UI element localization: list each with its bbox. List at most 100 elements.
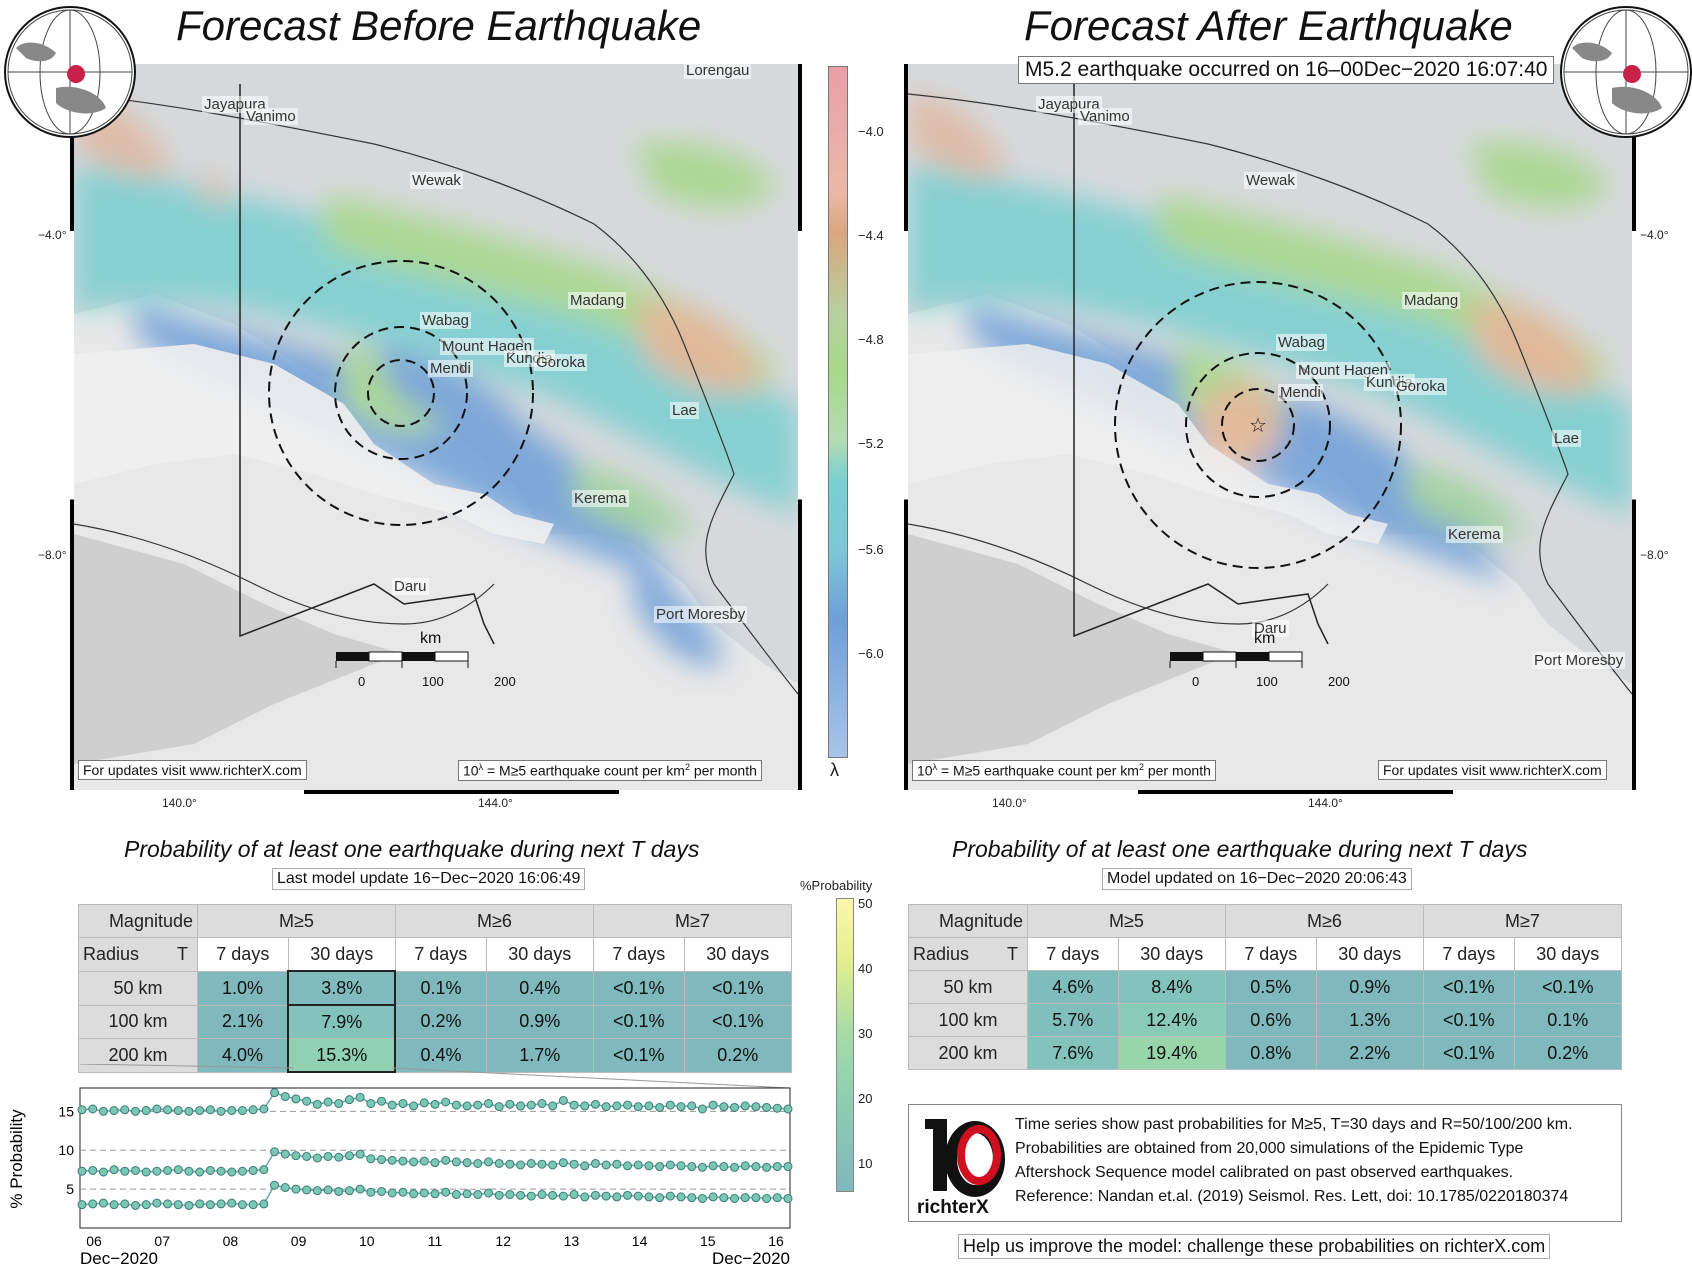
- series-point: [730, 1193, 740, 1203]
- series-point: [483, 1188, 493, 1198]
- richterx-logo-text: richterX: [917, 1197, 989, 1218]
- right-lon-tick-140: 140.0°: [992, 796, 1027, 810]
- table-cell: 1.7%: [485, 1038, 594, 1073]
- series-point: [697, 1193, 707, 1203]
- globe-marker: [67, 65, 85, 83]
- series-point: [612, 1101, 622, 1111]
- series-point: [152, 1104, 162, 1114]
- table-cell: 19.4%: [1117, 1036, 1226, 1070]
- legend-line-1: Time series show past probabilities for …: [1015, 1116, 1573, 1133]
- series-point: [772, 1103, 782, 1113]
- magnitude-header: Magnitude: [78, 904, 198, 938]
- series-point: [676, 1161, 686, 1171]
- place-mendi: Mendi: [428, 360, 473, 377]
- m7-7days-header: 7 days: [592, 937, 685, 972]
- series-point: [184, 1166, 194, 1176]
- series-point: [248, 1105, 258, 1115]
- left-lambda-note: 10λ = M≥5 earthquake count per km2 per m…: [458, 760, 762, 781]
- right-frame-left: [904, 64, 908, 790]
- x-tick-label: 06: [86, 1233, 102, 1249]
- series-point: [120, 1199, 130, 1209]
- series-point: [451, 1190, 461, 1200]
- m5-header: M≥5: [197, 904, 396, 938]
- right-update-note[interactable]: For updates visit www.richterX.com: [1378, 760, 1607, 780]
- scale-unit: km: [1254, 630, 1276, 647]
- legend-line-4: Reference: Nandan et.al. (2019) Seismol.…: [1015, 1188, 1569, 1205]
- right-globe-inset: [1560, 6, 1692, 138]
- probability-timeseries-chart: 5 10 15 06 07 08 09 10 11 12 13 14 15 16 % Probabili…: [7, 1064, 793, 1267]
- x-tick-label: 12: [495, 1233, 511, 1249]
- lambda-tick-56: −5.6: [858, 542, 884, 557]
- footer-challenge-note[interactable]: Help us improve the model: challenge the…: [958, 1234, 1551, 1259]
- place-vanimo: Vanimo: [1078, 108, 1132, 125]
- left-update-note[interactable]: For updates visit www.richterX.com: [78, 760, 307, 780]
- series-point: [558, 1095, 568, 1105]
- series-point: [580, 1192, 590, 1202]
- series-point: [655, 1193, 665, 1203]
- series-point: [163, 1165, 173, 1175]
- table-cell: <0.1%: [592, 1038, 685, 1073]
- m6-7days-header: 7 days: [394, 937, 487, 972]
- m5-30days-header: 30 days: [1117, 937, 1226, 971]
- series-point: [109, 1165, 119, 1175]
- series-point: [130, 1106, 140, 1116]
- left-forecast-map[interactable]: Jayapura Vanimo Wewak Madang Wabag Mount…: [74, 64, 798, 790]
- series-point: [280, 1149, 290, 1159]
- series-point: [730, 1162, 740, 1172]
- series-point: [772, 1162, 782, 1172]
- table-cell: 0.9%: [485, 1004, 594, 1039]
- series-point: [184, 1200, 194, 1210]
- series-point: [419, 1188, 429, 1198]
- left-frame-left: [70, 64, 74, 790]
- x-tick-label: 11: [428, 1233, 443, 1249]
- scale-tick-0: 0: [1192, 674, 1200, 689]
- table-cell: 4.0%: [197, 1038, 289, 1073]
- row-100km: 100 km: [78, 1004, 198, 1039]
- series-point: [687, 1162, 697, 1172]
- series-point: [762, 1162, 772, 1172]
- series-point: [441, 1187, 451, 1197]
- series-point: [612, 1192, 622, 1202]
- series-point: [409, 1157, 419, 1167]
- right-frame-bottom: [904, 790, 1636, 794]
- series-point: [633, 1191, 643, 1201]
- series-point: [163, 1105, 173, 1115]
- m6-7days-header: 7 days: [1224, 937, 1317, 971]
- series-point: [697, 1104, 707, 1114]
- x-tick-label: 07: [154, 1233, 170, 1249]
- richterx-logo: [923, 1113, 1009, 1199]
- left-globe-inset: [4, 6, 136, 138]
- series-point: [623, 1161, 633, 1171]
- place-port-moresby: Port Moresby: [654, 606, 748, 623]
- series-point: [141, 1167, 151, 1177]
- x-tick-label: 13: [564, 1233, 580, 1249]
- table-cell: 0.6%: [1224, 1003, 1317, 1037]
- left-lat-tick-4: −4.0°: [38, 228, 67, 242]
- left-lat-tick-8: −8.0°: [38, 548, 67, 562]
- series-point: [409, 1101, 419, 1111]
- table-cell: 0.2%: [683, 1038, 793, 1073]
- series-point: [537, 1190, 547, 1200]
- series-point: [216, 1199, 226, 1209]
- table-cell: 7.9%: [287, 1004, 397, 1039]
- y-tick-label: 10: [58, 1142, 74, 1158]
- x-tick-label: 14: [632, 1233, 648, 1249]
- row-200km: 200 km: [908, 1036, 1028, 1070]
- left-prob-title: Probability of at least one earthquake d…: [124, 836, 700, 862]
- series-point: [195, 1167, 205, 1177]
- m5-7days-header: 7 days: [197, 937, 289, 972]
- series-point: [719, 1162, 729, 1172]
- place-madang: Madang: [1402, 292, 1461, 309]
- series-point: [655, 1162, 665, 1172]
- series-point: [237, 1166, 247, 1176]
- right-forecast-map[interactable]: ☆ Jayapura Vanimo Wewak Madang Wabag Mou…: [908, 64, 1632, 790]
- lambda-label: λ: [830, 760, 839, 780]
- series-point: [494, 1102, 504, 1112]
- series-point: [120, 1105, 130, 1115]
- series-point: [205, 1165, 215, 1175]
- table-cell: 0.2%: [394, 1004, 487, 1039]
- table-cell: 4.6%: [1027, 970, 1119, 1004]
- place-daru: Daru: [392, 578, 429, 595]
- m5-7days-header: 7 days: [1027, 937, 1119, 971]
- series-point: [344, 1186, 354, 1196]
